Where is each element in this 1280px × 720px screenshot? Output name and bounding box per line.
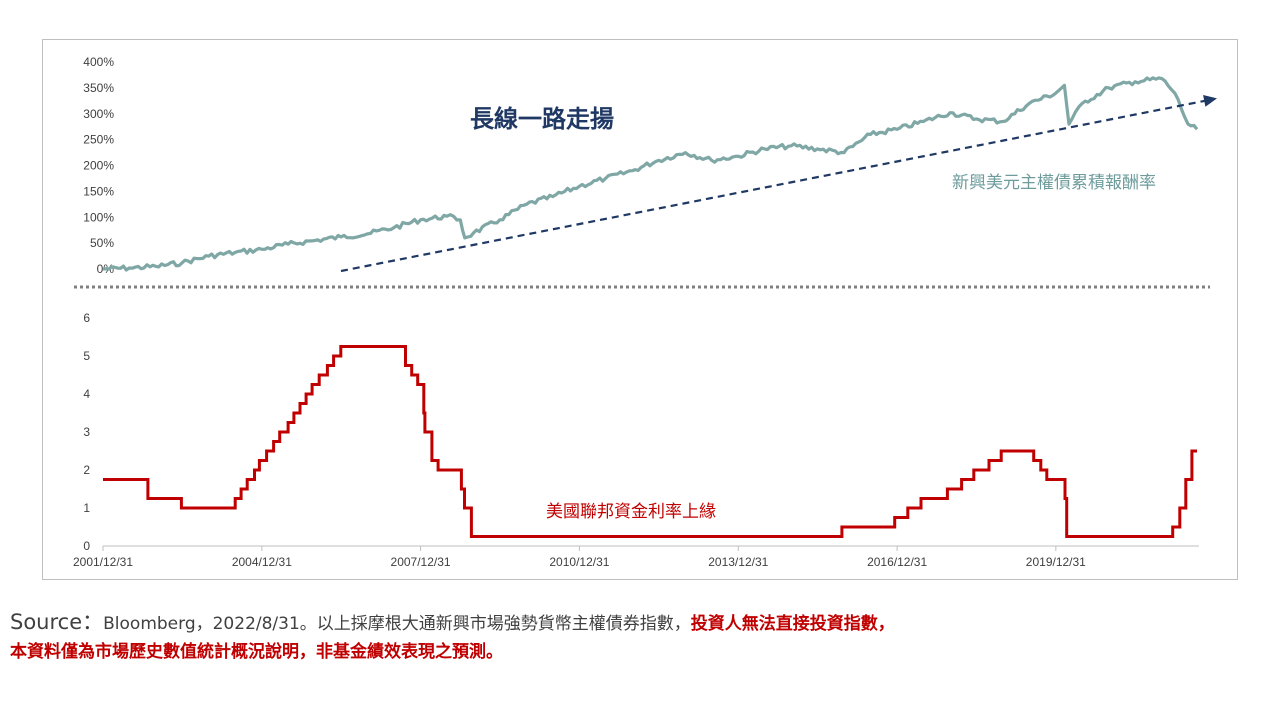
x-tick-label: 2010/12/31 <box>549 555 609 569</box>
series-label-fed-rate: 美國聯邦資金利率上緣 <box>546 502 716 522</box>
y-tick-label-rate: 3 <box>83 425 90 439</box>
y-tick-label-return: 200% <box>83 159 114 173</box>
y-tick-label-return: 100% <box>83 210 114 224</box>
chart-canvas: 400%350%300%250%200%150%100%50%0% 654321… <box>73 55 1217 569</box>
source-label: Source： <box>10 610 104 634</box>
y-tick-label-rate: 4 <box>83 387 90 401</box>
y-tick-label-rate: 6 <box>83 311 90 325</box>
chart-frame <box>42 39 1238 580</box>
y-tick-label-rate: 1 <box>83 501 90 515</box>
y-tick-label-rate: 2 <box>83 463 90 477</box>
y-tick-label-return: 300% <box>83 107 114 121</box>
x-tick-label: 2013/12/31 <box>708 555 768 569</box>
footnote: Source：Bloomberg，2022/8/31。以上採摩根大通新興市場強勢… <box>10 608 1275 666</box>
series-label-return: 新興美元主權債累積報酬率 <box>952 173 1156 193</box>
y-tick-label-return: 350% <box>83 81 114 95</box>
x-tick-label: 2019/12/31 <box>1026 555 1086 569</box>
x-tick-label: 2016/12/31 <box>867 555 927 569</box>
trend-line <box>340 99 1208 273</box>
y-tick-label-return: 150% <box>83 184 114 198</box>
disclaimer-2: 本資料僅為市場歷史數值統計概況說明，非基金績效表現之預測。 <box>10 642 503 662</box>
y-tick-label-rate: 5 <box>83 349 90 363</box>
y-tick-label-return: 50% <box>90 236 114 250</box>
return-panel: 400%350%300%250%200%150%100%50%0% <box>83 55 1217 276</box>
chart-title: 長線一路走揚 <box>470 105 614 133</box>
disclaimer-1: 投資人無法直接投資指數， <box>690 614 895 634</box>
x-tick-label: 2004/12/31 <box>232 555 292 569</box>
source-text: Bloomberg，2022/8/31。以上採摩根大通新興市場強勢貨幣主權債券指… <box>103 614 691 634</box>
y-tick-label-return: 250% <box>83 133 114 147</box>
rate-panel: 6 5 4 3 2 1 0 2001/12/31 2004/12/31 2007/12/31 201… <box>73 311 1199 569</box>
y-tick-label-rate: 0 <box>83 539 90 553</box>
y-tick-label-return: 400% <box>83 55 114 69</box>
x-tick-label: 2001/12/31 <box>73 555 133 569</box>
fed-rate-series-line <box>103 345 1197 538</box>
x-tick-label: 2007/12/31 <box>391 555 451 569</box>
trend-arrow-head <box>1203 95 1217 107</box>
return-series-line <box>102 76 1199 272</box>
